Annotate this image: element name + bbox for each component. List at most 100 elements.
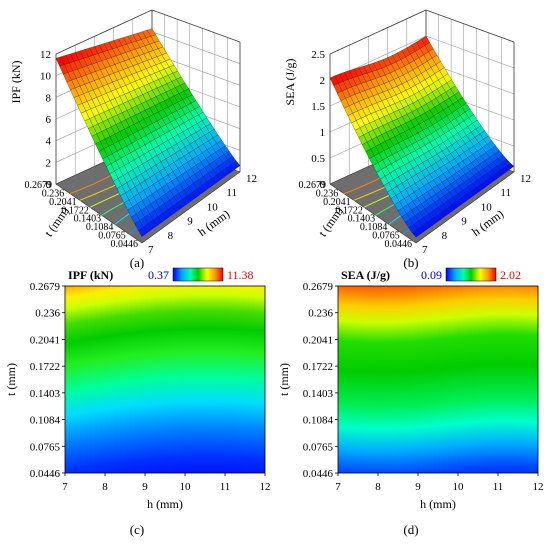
response-surface bbox=[55, 28, 241, 237]
surface-plot-ipf: 0 2 4 6 8 10 12 IPF (kN) 0.04460.07650.10840.140… bbox=[9, 9, 257, 256]
x-tick-label: 7 bbox=[62, 481, 68, 493]
response-surface bbox=[329, 35, 515, 238]
t-tick-label: 0.2679 bbox=[25, 180, 53, 191]
y-tick-label: 0.0765 bbox=[30, 441, 61, 453]
x-axis: 7 8 9 10 11 12 h (mm) bbox=[335, 473, 544, 511]
contour-map-sea: 0.0446 0.0765 0.1084 0.1403 0.1722 0.2041 0.23… bbox=[277, 267, 544, 511]
y-tick-label: 0.1084 bbox=[30, 415, 61, 427]
t-tick-label: 0.1403 bbox=[348, 214, 376, 225]
z-tick-label: 2 bbox=[320, 75, 326, 87]
legend-title: SEA (J/g) bbox=[341, 268, 390, 282]
panel-label-c: (c) bbox=[130, 522, 144, 537]
y-tick-label: 0.2041 bbox=[303, 334, 333, 346]
t-axis-label: t (mm) bbox=[42, 204, 72, 239]
y-axis: 0.0446 0.0765 0.1084 0.1403 0.1722 0.2041 0.23… bbox=[4, 281, 65, 480]
h-tick-label: 10 bbox=[481, 201, 493, 213]
legend-max: 11.38 bbox=[227, 268, 254, 282]
x-tick-label: 12 bbox=[533, 481, 544, 493]
y-tick-label: 0.236 bbox=[308, 308, 333, 320]
z-tick-label: 0.5 bbox=[311, 153, 325, 165]
z-axis-label: IPF (kN) bbox=[9, 60, 23, 103]
x-tick-label: 11 bbox=[220, 481, 231, 493]
legend-colorbar bbox=[172, 267, 224, 282]
t-tick-label: 0.2041 bbox=[323, 197, 351, 208]
x-axis: 7 8 9 10 11 12 h (mm) bbox=[62, 473, 271, 511]
legend-min: 0.37 bbox=[148, 268, 169, 282]
h-tick-label: 10 bbox=[207, 201, 219, 213]
z-tick-label: 12 bbox=[40, 49, 51, 61]
color-legend: IPF (kN) 0.37 11.38 bbox=[68, 267, 254, 282]
y-tick-label: 0.0765 bbox=[303, 441, 334, 453]
plot-frame bbox=[64, 285, 266, 474]
t-tick-label: 0.1084 bbox=[86, 222, 114, 233]
h-tick-label: 9 bbox=[461, 216, 467, 228]
y-axis-label: t (mm) bbox=[4, 363, 18, 396]
t-tick-label: 0.236 bbox=[316, 188, 339, 199]
h-tick-label: 12 bbox=[246, 173, 257, 185]
legend-colorbar bbox=[445, 267, 497, 282]
z-tick-label: 2.5 bbox=[311, 49, 325, 61]
x-tick-label: 9 bbox=[415, 481, 421, 493]
h-tick-label: 12 bbox=[520, 173, 531, 185]
t-tick-label: 0.0446 bbox=[111, 239, 139, 250]
h-tick-label: 7 bbox=[422, 244, 428, 256]
y-tick-label: 0.0446 bbox=[303, 468, 334, 480]
legend-max: 2.02 bbox=[500, 268, 521, 282]
z-tick-label: 1.5 bbox=[311, 101, 325, 113]
y-tick-label: 0.0446 bbox=[30, 468, 61, 480]
t-tick-label: 0.1403 bbox=[74, 214, 102, 225]
y-tick-label: 0.1722 bbox=[303, 361, 333, 373]
x-tick-label: 7 bbox=[335, 481, 341, 493]
z-tick-label: 4 bbox=[46, 136, 52, 148]
y-tick-label: 0.2041 bbox=[30, 334, 60, 346]
y-tick-label: 0.1084 bbox=[303, 415, 334, 427]
z-tick-label: 8 bbox=[46, 92, 52, 104]
z-tick-label: 1 bbox=[320, 127, 326, 139]
z-tick-label: 0 bbox=[320, 179, 326, 191]
t-tick-label: 0.2679 bbox=[299, 180, 327, 191]
h-tick-label: 11 bbox=[226, 187, 237, 199]
x-tick-label: 11 bbox=[493, 481, 504, 493]
z-tick-label: 0 bbox=[46, 179, 52, 191]
t-tick-label: 0.2041 bbox=[49, 197, 77, 208]
t-tick-label: 0.0765 bbox=[372, 231, 400, 242]
x-tick-label: 8 bbox=[375, 481, 381, 493]
legend-min: 0.09 bbox=[421, 268, 442, 282]
t-tick-label: 0.236 bbox=[42, 188, 65, 199]
z-axis: 0 0.5 1 1.5 2 2.5 SEA (J/g) bbox=[283, 49, 326, 191]
color-legend: SEA (J/g) 0.09 2.02 bbox=[341, 267, 521, 282]
t-axis-label: t (mm) bbox=[316, 204, 346, 239]
z-axis: 0 2 4 6 8 10 12 IPF (kN) bbox=[9, 49, 52, 191]
t-tick-label: 0.1084 bbox=[360, 222, 388, 233]
x-axis-label: h (mm) bbox=[420, 497, 456, 511]
x-tick-label: 9 bbox=[142, 481, 148, 493]
h-tick-label: 11 bbox=[500, 187, 511, 199]
z-tick-label: 10 bbox=[40, 71, 52, 83]
contour-map-ipf: 0.0446 0.0765 0.1084 0.1403 0.1722 0.2041 0.23… bbox=[4, 267, 271, 511]
x-tick-label: 10 bbox=[453, 481, 465, 493]
y-tick-label: 0.2679 bbox=[303, 281, 334, 293]
y-tick-label: 0.2679 bbox=[30, 281, 61, 293]
y-tick-label: 0.1722 bbox=[30, 361, 60, 373]
x-axis-label: h (mm) bbox=[147, 497, 183, 511]
h-tick-label: 9 bbox=[187, 216, 193, 228]
panel-label-b: (b) bbox=[403, 255, 418, 270]
plot-frame bbox=[337, 285, 539, 474]
panel-label-d: (d) bbox=[403, 522, 418, 537]
z-axis-label: SEA (J/g) bbox=[283, 58, 297, 105]
h-tick-label: 7 bbox=[148, 244, 154, 256]
y-tick-label: 0.1403 bbox=[303, 388, 334, 400]
x-tick-label: 8 bbox=[102, 481, 108, 493]
t-tick-label: 0.1722 bbox=[335, 205, 363, 216]
y-axis-label: t (mm) bbox=[277, 363, 291, 396]
h-tick-label: 8 bbox=[442, 230, 448, 242]
x-tick-label: 12 bbox=[260, 481, 271, 493]
z-tick-label: 2 bbox=[46, 157, 52, 169]
z-tick-label: 6 bbox=[46, 114, 52, 126]
contour-field bbox=[338, 286, 538, 473]
y-tick-label: 0.236 bbox=[35, 308, 60, 320]
h-tick-label: 8 bbox=[168, 230, 174, 242]
t-tick-label: 0.1722 bbox=[61, 205, 89, 216]
